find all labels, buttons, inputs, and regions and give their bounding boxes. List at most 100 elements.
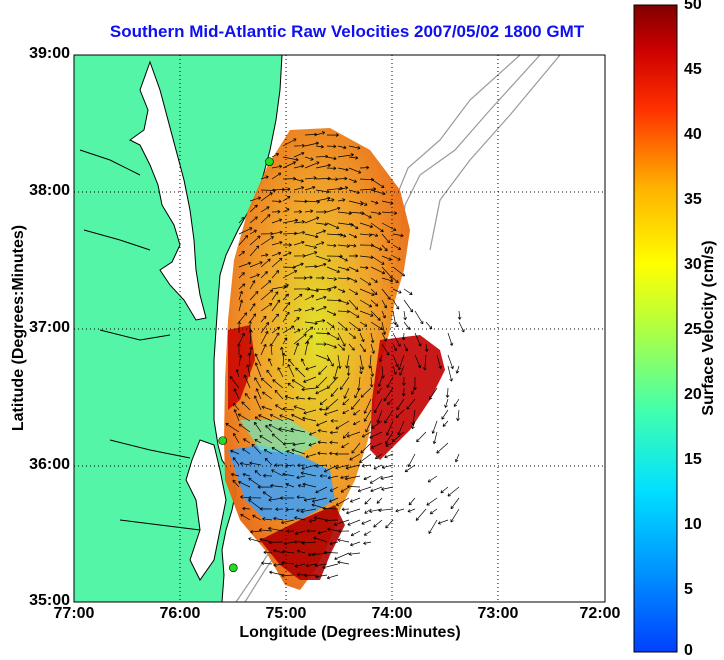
velocity-vector [348, 552, 361, 556]
velocity-vector [274, 463, 284, 468]
velocity-vector [374, 453, 383, 460]
velocity-vector [341, 507, 350, 512]
velocity-vector [333, 519, 350, 526]
velocity-vector [337, 145, 347, 150]
velocity-vector [293, 317, 300, 323]
velocity-vector [381, 277, 394, 283]
velocity-vector [249, 235, 261, 246]
velocity-vector [300, 508, 317, 514]
velocity-vector [455, 365, 460, 374]
velocity-vector [254, 470, 262, 477]
velocity-vector [260, 214, 271, 224]
velocity-vector [295, 367, 306, 378]
velocity-vector [296, 549, 306, 554]
velocity-vector [275, 404, 284, 411]
velocity-vector [282, 311, 290, 323]
velocity-vector [293, 178, 304, 183]
velocity-vector [272, 379, 284, 389]
velocity-vector [373, 519, 383, 528]
velocity-vector [350, 530, 361, 537]
velocity-vector [293, 329, 301, 334]
velocity-vector [337, 343, 345, 351]
velocity-vector [293, 262, 304, 268]
velocity-vector [411, 420, 416, 430]
velocity-vector [293, 333, 307, 345]
velocity-vector [248, 495, 262, 500]
velocity-vector [458, 321, 465, 333]
velocity-vector [237, 343, 241, 356]
velocity-vector [359, 265, 369, 270]
velocity-vector [308, 552, 317, 557]
velocity-vector [335, 497, 350, 506]
velocity-vector [450, 497, 460, 510]
velocity-vector [294, 530, 306, 536]
velocity-vector [232, 479, 240, 488]
velocity-vector [359, 453, 372, 464]
velocity-vector [337, 266, 350, 272]
velocity-vector [263, 448, 273, 455]
velocity-vector [326, 332, 340, 341]
velocity-vector [359, 233, 372, 237]
velocity-vector [253, 395, 262, 411]
velocity-vector [384, 453, 394, 459]
velocity-vector [305, 563, 317, 568]
velocity-vector [391, 431, 405, 443]
velocity-vector [238, 272, 245, 279]
velocity-vector [346, 484, 361, 489]
velocity-vector [346, 431, 361, 438]
velocity-vector [304, 176, 317, 180]
velocity-vector [249, 229, 257, 235]
velocity-vector [271, 313, 279, 323]
velocity-vector [286, 450, 295, 455]
velocity-vector [260, 289, 274, 301]
velocity-vector [407, 453, 416, 468]
velocity-vector [262, 517, 273, 521]
velocity-vector [282, 161, 296, 169]
velocity-vector [326, 285, 337, 290]
velocity-vector [315, 387, 328, 395]
velocity-vector [282, 196, 291, 202]
velocity-vector [370, 233, 379, 238]
velocity-vector [348, 222, 359, 229]
velocity-vector [348, 332, 357, 339]
velocity-vector [399, 365, 405, 376]
velocity-vector [304, 209, 314, 213]
velocity-vector [304, 335, 313, 345]
velocity-vector [392, 365, 397, 375]
velocity-vector [260, 343, 267, 356]
velocity-vector [266, 369, 273, 378]
velocity-vector [327, 475, 339, 480]
velocity-vector [348, 266, 359, 273]
velocity-vector [238, 423, 251, 433]
velocity-vector [304, 156, 314, 161]
colorbar-tick: 50 [684, 0, 702, 13]
velocity-vector [271, 257, 283, 268]
velocity-vector [315, 210, 327, 214]
velocity-vector [249, 204, 258, 213]
radar-site-marker [265, 157, 274, 166]
velocity-vector [407, 508, 416, 513]
velocity-vector [436, 442, 449, 454]
velocity-vector [315, 318, 326, 323]
velocity-vector [381, 255, 392, 261]
velocity-vector [392, 321, 399, 328]
velocity-vector [291, 448, 306, 455]
velocity-vector [324, 409, 339, 416]
velocity-vector [296, 495, 306, 499]
colorbar [633, 4, 678, 653]
velocity-vector [370, 442, 383, 449]
velocity-vector [249, 461, 262, 466]
velocity-vector [271, 291, 279, 301]
velocity-vector [304, 216, 320, 224]
velocity-vector [279, 496, 294, 500]
velocity-vector [293, 293, 303, 301]
velocity-vector [363, 475, 372, 481]
velocity-vector [403, 310, 407, 321]
velocity-vector [337, 538, 350, 543]
velocity-vector [293, 230, 306, 235]
velocity-vector [311, 497, 328, 503]
velocity-vector [326, 376, 339, 389]
velocity-vector [249, 196, 261, 202]
colorbar-tick: 40 [684, 126, 702, 143]
velocity-vector [326, 144, 337, 149]
